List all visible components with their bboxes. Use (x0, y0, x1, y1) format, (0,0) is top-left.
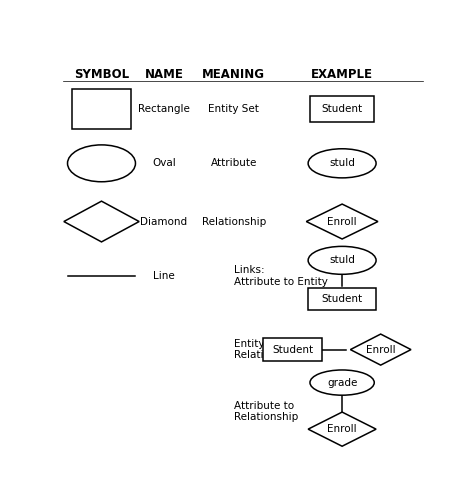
Text: Entity Set to
Relationship: Entity Set to Relationship (234, 339, 298, 360)
Text: EXAMPLE: EXAMPLE (311, 68, 373, 81)
Text: Oval: Oval (152, 158, 176, 168)
Text: Student: Student (321, 104, 363, 114)
Text: NAME: NAME (145, 68, 183, 81)
Text: stuld: stuld (329, 256, 355, 265)
Text: Attribute to
Relationship: Attribute to Relationship (234, 401, 298, 422)
Text: Enroll: Enroll (327, 424, 357, 434)
Text: Rectangle: Rectangle (138, 104, 190, 114)
Text: Enroll: Enroll (327, 217, 357, 226)
Text: Student: Student (272, 345, 313, 355)
Text: Diamond: Diamond (140, 217, 188, 226)
Text: Relationship: Relationship (201, 217, 266, 226)
Ellipse shape (67, 145, 136, 182)
Text: Links:
Attribute to Entity: Links: Attribute to Entity (234, 265, 328, 287)
Text: Entity Set: Entity Set (208, 104, 259, 114)
Text: Enroll: Enroll (366, 345, 395, 355)
Text: stuld: stuld (329, 158, 355, 168)
Polygon shape (64, 201, 139, 242)
Text: Line: Line (153, 271, 175, 281)
Polygon shape (350, 334, 411, 365)
Text: Attribute: Attribute (210, 158, 257, 168)
Text: SYMBOL: SYMBOL (74, 68, 129, 81)
FancyBboxPatch shape (308, 288, 376, 310)
Polygon shape (306, 204, 378, 239)
Text: MEANING: MEANING (202, 68, 265, 81)
Ellipse shape (308, 246, 376, 274)
Text: Student: Student (321, 294, 363, 304)
Text: grade: grade (327, 377, 357, 388)
Polygon shape (308, 412, 376, 446)
FancyBboxPatch shape (310, 96, 374, 121)
FancyBboxPatch shape (263, 338, 322, 361)
FancyBboxPatch shape (72, 89, 131, 130)
Ellipse shape (308, 149, 376, 178)
Ellipse shape (310, 370, 374, 395)
